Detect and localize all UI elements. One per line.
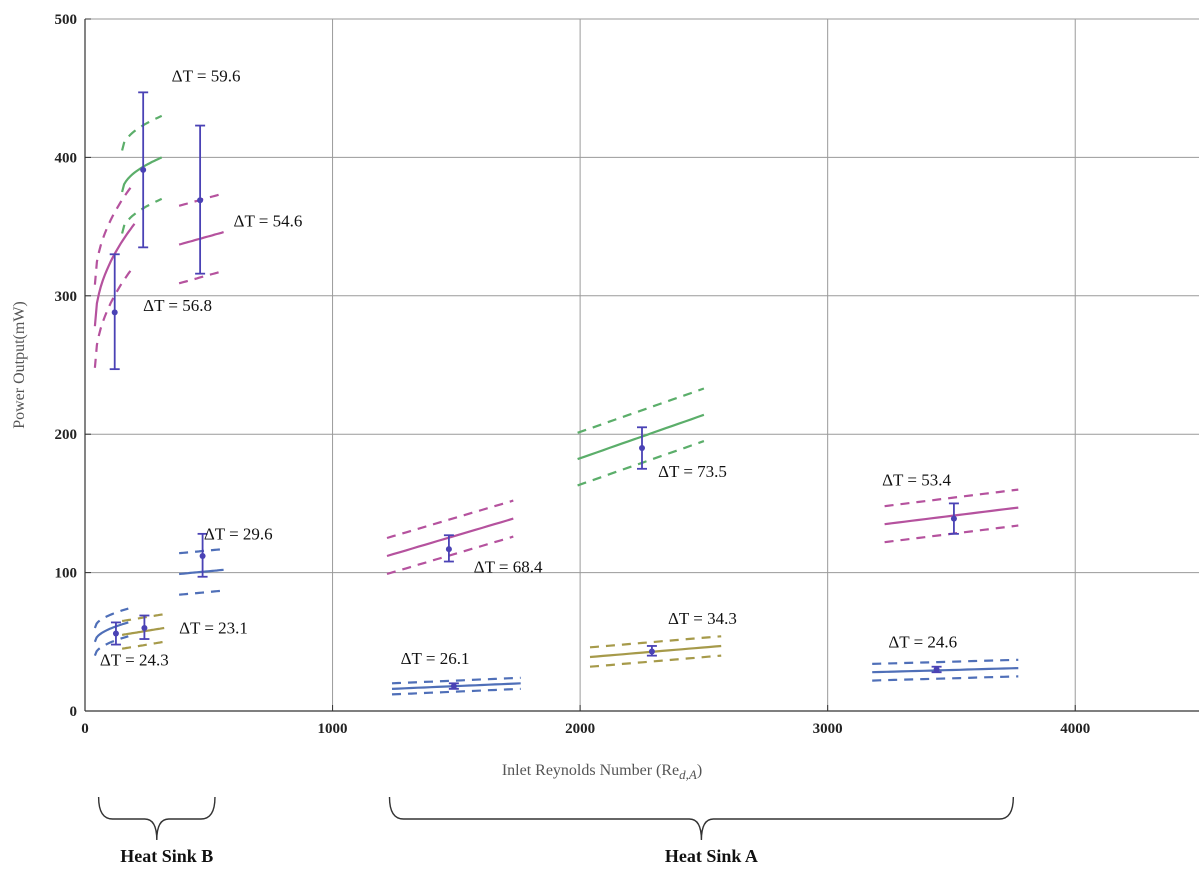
series-upper-band bbox=[179, 548, 224, 555]
data-point bbox=[639, 445, 645, 452]
series-upper-band bbox=[872, 658, 1019, 665]
series-lower-band bbox=[121, 197, 163, 234]
series-upper-band bbox=[121, 613, 165, 623]
series-lower-band bbox=[391, 687, 521, 696]
series-line bbox=[577, 413, 705, 461]
series-upper-band bbox=[121, 114, 163, 151]
series-upper-band bbox=[577, 387, 705, 434]
delta-t-annotation: ΔT = 23.1 bbox=[179, 618, 248, 637]
delta-t-annotation: ΔT = 54.6 bbox=[234, 212, 303, 231]
series-line bbox=[872, 667, 1019, 674]
data-point bbox=[450, 683, 457, 690]
x-tick-label: 2000 bbox=[565, 721, 595, 737]
delta-t-annotation: ΔT = 53.4 bbox=[882, 470, 951, 489]
y-tick-label: 0 bbox=[70, 704, 78, 720]
series-line bbox=[121, 626, 165, 636]
series-lower-band bbox=[386, 535, 514, 576]
series-upper-band bbox=[391, 676, 521, 685]
series-lower-band bbox=[93, 635, 129, 657]
series-line bbox=[178, 231, 224, 246]
series-upper-band bbox=[386, 499, 514, 540]
data-point bbox=[445, 546, 452, 553]
x-tick-label: 3000 bbox=[813, 721, 843, 737]
series-lower-band bbox=[577, 440, 705, 487]
y-axis-label: Power Output(mW) bbox=[11, 301, 28, 429]
y-tick-label: 500 bbox=[55, 12, 78, 28]
delta-t-annotation: ΔT = 56.8 bbox=[143, 296, 212, 315]
delta-t-annotation: ΔT = 26.1 bbox=[401, 649, 470, 668]
delta-t-annotation: ΔT = 73.5 bbox=[658, 462, 727, 481]
data-point bbox=[141, 624, 148, 631]
x-axis-label: Inlet Reynolds Number (Red,A) bbox=[502, 762, 702, 782]
series-line bbox=[884, 506, 1019, 526]
group-brace bbox=[97, 796, 216, 841]
series-upper-band bbox=[93, 607, 129, 629]
data-point bbox=[648, 648, 655, 655]
y-tick-label: 100 bbox=[55, 566, 78, 582]
y-tick-label: 200 bbox=[55, 427, 78, 443]
x-tick-label: 0 bbox=[81, 721, 89, 737]
y-tick-label: 400 bbox=[55, 150, 78, 166]
data-point bbox=[199, 552, 206, 559]
delta-t-annotation: ΔT = 29.6 bbox=[204, 524, 273, 543]
x-tick-label: 4000 bbox=[1060, 721, 1090, 737]
series-line bbox=[93, 621, 129, 643]
data-point bbox=[933, 666, 940, 673]
delta-t-annotation: ΔT = 68.4 bbox=[474, 558, 543, 577]
series-line bbox=[179, 568, 224, 576]
series-line bbox=[121, 156, 163, 193]
y-tick-label: 300 bbox=[55, 289, 78, 305]
delta-t-annotation: ΔT = 24.6 bbox=[888, 632, 957, 651]
group-label: Heat Sink B bbox=[120, 846, 213, 866]
series-upper-band bbox=[589, 635, 722, 649]
series-upper-band bbox=[93, 181, 136, 285]
group-brace bbox=[388, 796, 1015, 841]
series-lower-band bbox=[121, 640, 165, 650]
series-lower-band bbox=[178, 269, 224, 285]
series-line bbox=[589, 644, 722, 659]
series-lower-band bbox=[93, 264, 136, 368]
delta-t-annotation: ΔT = 24.3 bbox=[100, 650, 169, 669]
group-label: Heat Sink A bbox=[665, 846, 758, 866]
series-lower-band bbox=[589, 654, 722, 668]
x-tick-label: 1000 bbox=[318, 721, 348, 737]
series-lower-band bbox=[179, 589, 224, 596]
data-point bbox=[197, 197, 204, 204]
series-lower-band bbox=[872, 675, 1019, 682]
data-point bbox=[140, 166, 147, 173]
delta-t-annotation: ΔT = 59.6 bbox=[172, 66, 241, 85]
data-point bbox=[111, 309, 118, 316]
delta-t-annotation: ΔT = 34.3 bbox=[668, 609, 737, 628]
series-upper-band bbox=[884, 488, 1019, 508]
data-point bbox=[950, 515, 957, 522]
series-line bbox=[386, 517, 514, 558]
data-point bbox=[112, 630, 119, 637]
